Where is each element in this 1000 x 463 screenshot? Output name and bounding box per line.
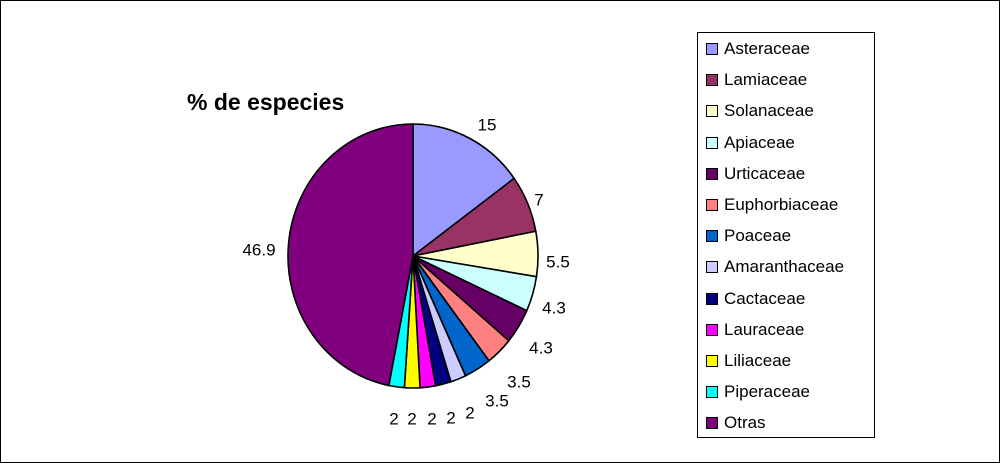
legend-item-solanaceae: Solanaceae	[706, 100, 814, 122]
pie-slice-otras	[287, 123, 414, 387]
legend-label: Urticaceae	[724, 163, 806, 183]
legend-item-lauraceae: Lauraceae	[706, 319, 804, 341]
legend-item-euphorbiaceae: Euphorbiaceae	[706, 194, 838, 216]
legend-item-poaceae: Poaceae	[706, 225, 791, 247]
data-label-euphorbiaceae: 3.5	[507, 372, 531, 391]
pie-slice-asteraceae	[412, 123, 516, 258]
legend-item-cactaceae: Cactaceae	[706, 288, 805, 310]
data-label-piperaceae: 2	[389, 409, 398, 428]
chart-legend: Asteraceae Lamiaceae Solanaceae Apiaceae Urt…	[697, 32, 875, 438]
legend-swatch	[706, 43, 718, 55]
legend-swatch	[706, 105, 718, 118]
legend-label: Lauraceae	[724, 319, 805, 339]
legend-item-asteraceae: Asteraceae	[706, 38, 810, 60]
legend-item-otras: Otras	[706, 412, 766, 434]
data-label-apiaceae: 4.3	[542, 298, 566, 317]
legend-item-urticaceae: Urticaceae	[706, 163, 805, 185]
legend-swatch	[706, 355, 718, 367]
legend-swatch	[706, 167, 718, 180]
legend-swatch	[706, 417, 718, 430]
legend-swatch	[706, 323, 718, 336]
legend-swatch	[706, 74, 718, 87]
legend-label: Piperaceae	[724, 382, 811, 402]
legend-label: Poaceae	[724, 226, 792, 246]
legend-item-amaranthaceae: Amaranthaceae	[706, 256, 844, 278]
legend-swatch	[706, 292, 718, 305]
data-label-lamiaceae: 7	[534, 190, 543, 209]
data-label-otras: 46.9	[242, 240, 275, 259]
legend-label: Apiaceae	[724, 132, 795, 152]
data-label-amaranthaceae: 2	[465, 403, 474, 422]
data-label-solanaceae: 5.5	[546, 252, 570, 271]
legend-swatch	[706, 386, 718, 399]
legend-label: Cactaceae	[724, 288, 806, 308]
legend-item-piperaceae: Piperaceae	[706, 381, 810, 403]
data-label-cactaceae: 2	[446, 408, 455, 427]
legend-item-liliaceae: Liliaceae	[706, 350, 791, 372]
data-label-liliaceae: 2	[407, 409, 416, 428]
data-label-poaceae: 3.5	[485, 391, 509, 410]
data-label-asteraceae: 15	[478, 115, 497, 134]
legend-label: Asteraceae	[724, 39, 810, 58]
legend-item-lamiaceae: Lamiaceae	[706, 69, 807, 91]
legend-swatch	[706, 261, 718, 274]
chart-title: % de especies	[187, 89, 345, 115]
data-label-urticaceae: 4.3	[529, 338, 553, 357]
legend-label: Lamiaceae	[724, 70, 808, 90]
legend-swatch	[706, 136, 718, 149]
legend-swatch	[706, 199, 718, 211]
data-label-lauraceae: 2	[427, 409, 436, 428]
legend-item-apiaceae: Apiaceae	[706, 132, 795, 154]
legend-label: Solanaceae	[724, 101, 814, 121]
legend-swatch	[706, 230, 718, 243]
legend-label: Euphorbiaceae	[724, 195, 839, 214]
legend-label: Amaranthaceae	[724, 257, 845, 277]
legend-label: Liliaceae	[724, 351, 792, 370]
legend-label: Otras	[724, 413, 766, 433]
